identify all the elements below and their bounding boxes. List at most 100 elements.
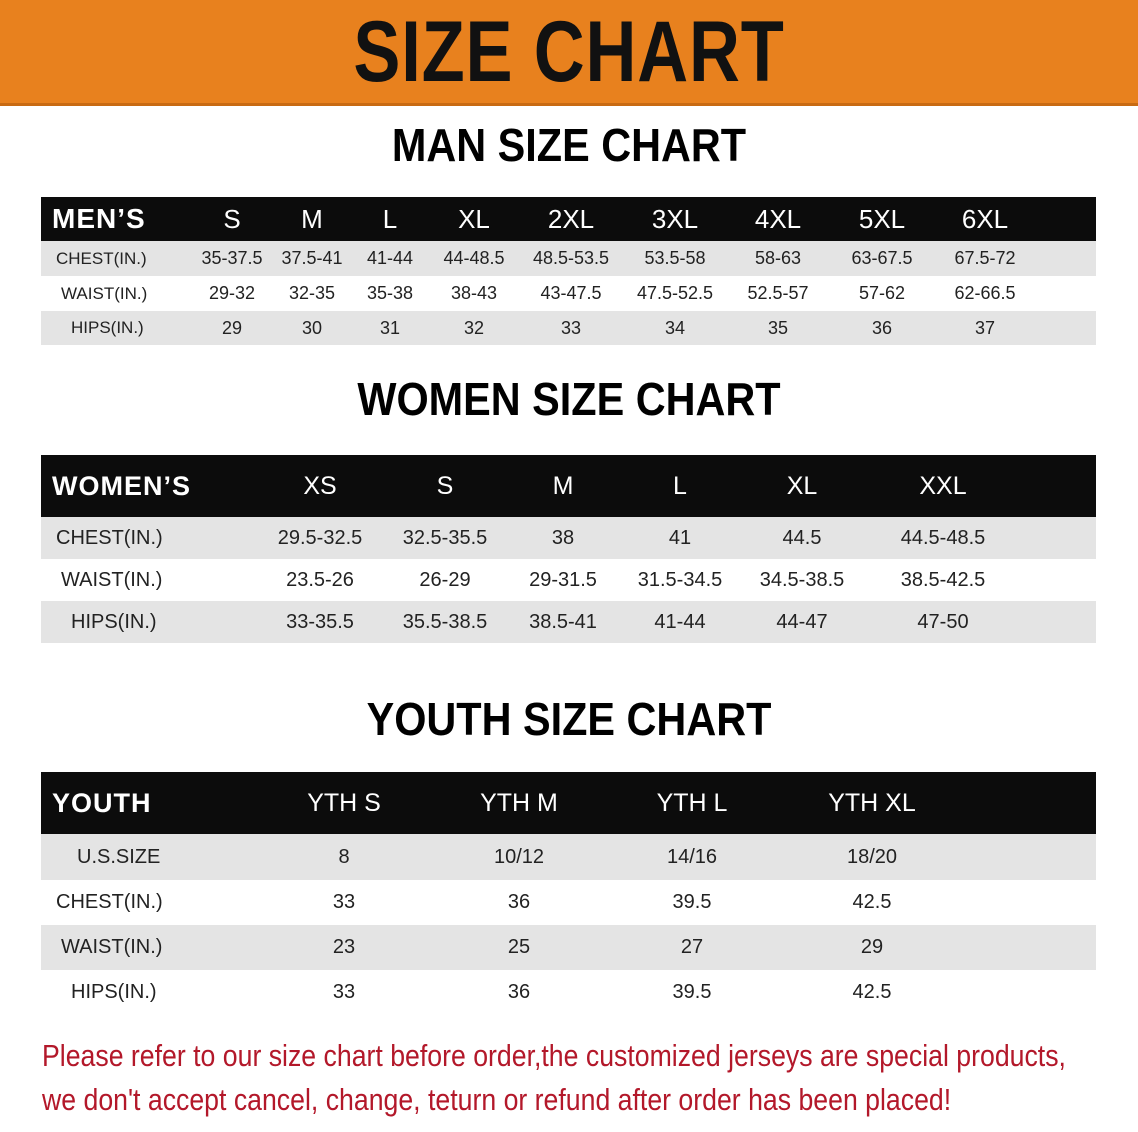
table-cell: 38-43 bbox=[450, 283, 498, 303]
table-row: CHEST(IN.) 35-37.5 37.5-41 41-44 44-48.5 48.5… bbox=[41, 241, 1096, 276]
header-label: MEN’S bbox=[52, 203, 146, 234]
table-cell: 33 bbox=[332, 891, 356, 913]
table-cell: 44.5 bbox=[782, 527, 822, 549]
table-cell: 38 bbox=[551, 527, 575, 549]
table-cell: 37 bbox=[974, 318, 996, 338]
table-cell: 44-48.5 bbox=[443, 248, 505, 268]
table-row: HIPS(IN.) 33 36 39.5 42.5 bbox=[41, 970, 1096, 1015]
size-header-yth-l: YTH L bbox=[656, 789, 728, 817]
table-cell: 41-44 bbox=[366, 248, 414, 268]
table-row: HIPS(IN.) 33-35.5 35.5-38.5 38.5-41 41-44 44-… bbox=[41, 601, 1096, 643]
size-header-3xl: 3XL bbox=[651, 204, 699, 234]
youth-size-table: YOUTH YTH S YTH M YTH L YTH XL U.S.SIZE 8 10/12… bbox=[41, 772, 1096, 1015]
table-cell: 35.5-38.5 bbox=[402, 611, 488, 633]
men-size-table: MEN’S S M L XL 2XL 3XL 4XL 5XL 6XL CHEST(IN.) 35-37… bbox=[41, 197, 1096, 345]
table-cell: 33 bbox=[332, 981, 356, 1003]
table-cell: 35-37.5 bbox=[201, 248, 263, 268]
table-cell: 29.5-32.5 bbox=[277, 527, 363, 549]
table-cell: 67.5-72 bbox=[954, 248, 1016, 268]
table-row: CHEST(IN.) 29.5-32.5 32.5-35.5 38 41 44.5 44.5… bbox=[41, 517, 1096, 559]
size-header-xxl: XXL bbox=[919, 472, 967, 500]
table-cell: 38.5-42.5 bbox=[900, 569, 986, 591]
banner-title: SIZE CHART bbox=[353, 4, 785, 100]
size-header-m: M bbox=[552, 472, 574, 500]
size-header-yth-m: YTH M bbox=[480, 789, 558, 817]
table-cell: 47-50 bbox=[917, 611, 969, 633]
size-header-l: L bbox=[673, 472, 687, 500]
table-cell: 47.5-52.5 bbox=[636, 283, 714, 303]
table-cell: 10/12 bbox=[493, 846, 545, 868]
table-cell: 32.5-35.5 bbox=[402, 527, 488, 549]
row-label: HIPS(IN.) bbox=[71, 981, 157, 1003]
size-header-yth-xl: YTH XL bbox=[828, 789, 916, 817]
table-cell: 35 bbox=[767, 318, 789, 338]
size-header-s: S bbox=[436, 472, 454, 500]
table-cell: 39.5 bbox=[672, 981, 712, 1003]
table-cell: 31 bbox=[379, 318, 401, 338]
youth-section-title: YOUTH SIZE CHART bbox=[366, 693, 772, 745]
table-row: WAIST(IN.) 23 25 27 29 bbox=[41, 925, 1096, 970]
table-cell: 39.5 bbox=[672, 891, 712, 913]
size-header-xl: XL bbox=[786, 472, 818, 500]
table-cell: 44.5-48.5 bbox=[900, 527, 986, 549]
table-cell: 42.5 bbox=[852, 891, 892, 913]
table-cell: 14/16 bbox=[666, 846, 718, 868]
table-cell: 32 bbox=[463, 318, 485, 338]
table-cell: 29-31.5 bbox=[529, 569, 597, 591]
table-row: WAIST(IN.) 23.5-26 26-29 29-31.5 31.5-34.5 34… bbox=[41, 559, 1096, 601]
table-cell: 36 bbox=[507, 981, 531, 1003]
row-label: HIPS(IN.) bbox=[71, 611, 157, 633]
table-cell: 58-63 bbox=[754, 248, 802, 268]
table-row: U.S.SIZE 8 10/12 14/16 18/20 bbox=[41, 834, 1096, 880]
size-header-6xl: 6XL bbox=[961, 204, 1009, 234]
size-header-xl: XL bbox=[458, 204, 490, 234]
table-cell: 53.5-58 bbox=[644, 248, 706, 268]
table-row: WAIST(IN.) 29-32 32-35 35-38 38-43 43-47.5 47.… bbox=[41, 276, 1096, 311]
table-cell: 41 bbox=[668, 527, 692, 549]
size-header-l: L bbox=[382, 204, 398, 234]
size-header-4xl: 4XL bbox=[754, 204, 802, 234]
table-cell: 37.5-41 bbox=[281, 248, 343, 268]
women-size-table: WOMEN’S XS S M L XL XXL CHEST(IN.) 29.5-32.5 32.5… bbox=[41, 455, 1096, 643]
header-label: YOUTH bbox=[52, 788, 152, 818]
table-cell: 36 bbox=[871, 318, 893, 338]
table-cell: 44-47 bbox=[776, 611, 828, 633]
row-label: CHEST(IN.) bbox=[56, 527, 163, 549]
table-cell: 43-47.5 bbox=[540, 283, 602, 303]
table-cell: 29 bbox=[221, 318, 243, 338]
row-label: CHEST(IN.) bbox=[56, 249, 147, 268]
table-header-row: WOMEN’S XS S M L XL XXL bbox=[41, 455, 1096, 517]
table-cell: 33-35.5 bbox=[286, 611, 354, 633]
table-cell: 36 bbox=[507, 891, 531, 913]
table-cell: 27 bbox=[680, 936, 704, 958]
row-label: HIPS(IN.) bbox=[71, 318, 144, 337]
men-section-title: MAN SIZE CHART bbox=[391, 119, 747, 171]
table-cell: 23.5-26 bbox=[286, 569, 354, 591]
size-header-5xl: 5XL bbox=[858, 204, 906, 234]
table-cell: 18/20 bbox=[846, 846, 898, 868]
size-header-s: S bbox=[223, 204, 241, 234]
header-label: WOMEN’S bbox=[52, 471, 191, 501]
size-header-yth-s: YTH S bbox=[307, 789, 381, 817]
table-cell: 42.5 bbox=[852, 981, 892, 1003]
table-cell: 38.5-41 bbox=[529, 611, 597, 633]
table-header-row: YOUTH YTH S YTH M YTH L YTH XL bbox=[41, 772, 1096, 834]
table-cell: 63-67.5 bbox=[851, 248, 913, 268]
table-cell: 52.5-57 bbox=[747, 283, 809, 303]
notice-line-2: we don't accept cancel, change, teturn o… bbox=[42, 1082, 952, 1117]
row-label: U.S.SIZE bbox=[77, 846, 161, 868]
table-cell: 32-35 bbox=[288, 283, 336, 303]
row-label: WAIST(IN.) bbox=[61, 569, 163, 591]
row-label: WAIST(IN.) bbox=[61, 284, 148, 303]
table-row: HIPS(IN.) 29 30 31 32 33 34 35 36 37 bbox=[41, 311, 1096, 345]
table-cell: 33 bbox=[560, 318, 582, 338]
table-cell: 34.5-38.5 bbox=[759, 569, 845, 591]
row-label: CHEST(IN.) bbox=[56, 891, 163, 913]
table-cell: 31.5-34.5 bbox=[637, 569, 723, 591]
table-cell: 57-62 bbox=[858, 283, 906, 303]
table-cell: 34 bbox=[664, 318, 686, 338]
banner: SIZE CHART bbox=[0, 0, 1138, 106]
table-cell: 8 bbox=[338, 846, 350, 868]
table-cell: 62-66.5 bbox=[954, 283, 1016, 303]
table-cell: 30 bbox=[301, 318, 323, 338]
